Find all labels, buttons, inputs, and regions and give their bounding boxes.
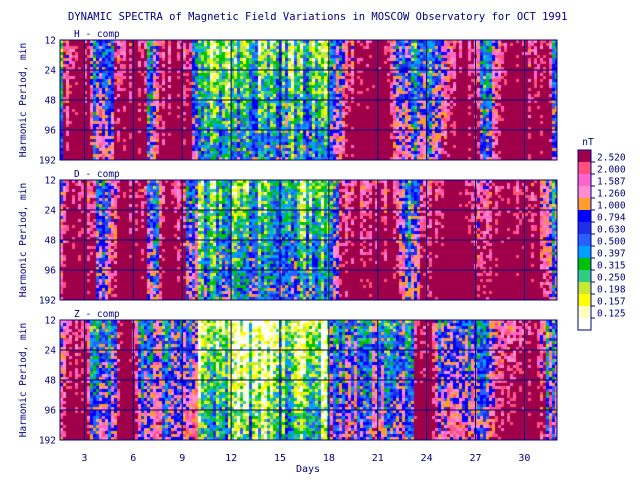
y-tick-label: 96 (45, 126, 57, 137)
x-tick-label: 3 (81, 453, 87, 464)
colorbar-swatch (578, 174, 591, 186)
colorbar-swatch (578, 258, 591, 270)
chart-title: DYNAMIC SPECTRA of Magnetic Field Variat… (68, 11, 567, 23)
y-tick-label: 24 (45, 346, 57, 357)
colorbar-level-label: 0.794 (597, 213, 626, 224)
y-tick-label: 12 (45, 316, 56, 327)
colorbar-swatch (578, 270, 591, 282)
panel-2: 12 24 48 96 192 D - comp Harmonic Period, min (18, 169, 558, 307)
panel-label: H - comp (74, 29, 120, 40)
colorbar-swatch (578, 210, 591, 222)
y-tick-label: 48 (45, 236, 57, 247)
panel-frame (59, 319, 558, 441)
x-tick-label: 18 (323, 453, 335, 464)
y-axis-label: Harmonic Period, min (18, 43, 29, 157)
colorbar-swatch (578, 318, 591, 330)
x-axis-label: Days (296, 464, 320, 475)
colorbar-level-label: 0.397 (597, 249, 626, 260)
colorbar-swatch (578, 246, 591, 258)
colorbar-level-label: 0.630 (597, 225, 626, 236)
panel-frame (59, 39, 558, 161)
x-tick-label: 6 (130, 453, 136, 464)
colorbar-swatch (578, 294, 591, 306)
y-tick-label: 96 (45, 266, 57, 277)
colorbar-swatch (578, 162, 591, 174)
panel-1: 12 24 48 96 192 H - comp Harmonic Period, min (18, 29, 558, 167)
colorbar-level-label: 1.260 (597, 189, 626, 200)
y-tick-label: 12 (45, 36, 56, 47)
y-tick-label: 48 (45, 96, 57, 107)
colorbar-swatch (578, 282, 591, 294)
colorbar-unit: nT (582, 137, 594, 148)
y-tick-label: 96 (45, 406, 57, 417)
x-tick-label: 15 (274, 453, 286, 464)
y-axis-label: Harmonic Period, min (18, 183, 29, 297)
y-axis-label: Harmonic Period, min (18, 323, 29, 437)
colorbar-frame (577, 149, 592, 331)
colorbar-swatch (578, 198, 591, 210)
panel-label: D - comp (74, 169, 120, 180)
panel-label: Z - comp (74, 309, 120, 320)
x-tick-label: 21 (372, 453, 384, 464)
colorbar-legend: nT2.5202.0001.5871.2601.0000.7940.6300.5… (577, 137, 626, 331)
colorbar-level-label: 0.157 (597, 297, 626, 308)
x-tick-label: 24 (421, 453, 433, 464)
y-tick-label: 192 (39, 156, 56, 167)
panel-frame (59, 179, 558, 301)
colorbar-swatch (578, 186, 591, 198)
colorbar-level-label: 2.000 (597, 165, 626, 176)
x-tick-label: 30 (518, 453, 530, 464)
colorbar-level-label: 0.500 (597, 237, 626, 248)
colorbar-swatch (578, 306, 591, 318)
colorbar-level-label: 1.587 (597, 177, 626, 188)
y-tick-label: 192 (39, 436, 56, 447)
x-tick-label: 9 (179, 453, 185, 464)
y-tick-label: 12 (45, 176, 56, 187)
y-tick-label: 192 (39, 296, 56, 307)
colorbar-swatch (578, 222, 591, 234)
x-tick-label: 12 (225, 453, 237, 464)
y-tick-label: 24 (45, 206, 57, 217)
colorbar-swatch (578, 150, 591, 162)
y-tick-label: 24 (45, 66, 57, 77)
colorbar-swatch (578, 234, 591, 246)
panel-3: 12 24 48 96 192 Z - comp Harmonic Period, min (18, 309, 558, 447)
colorbar-level-label: 1.000 (597, 201, 626, 212)
colorbar-level-label: 2.520 (597, 153, 626, 164)
x-tick-label: 27 (470, 453, 482, 464)
colorbar-level-label: 0.198 (597, 285, 626, 296)
y-tick-label: 48 (45, 376, 57, 387)
colorbar-level-label: 0.315 (597, 261, 626, 272)
colorbar-level-label: 0.250 (597, 273, 626, 284)
colorbar-level-label: 0.125 (597, 309, 626, 320)
